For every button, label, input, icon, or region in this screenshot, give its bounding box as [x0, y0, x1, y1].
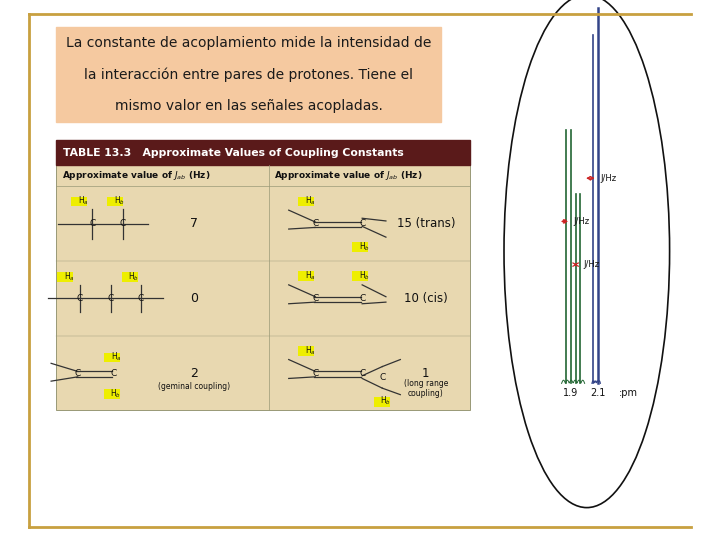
FancyBboxPatch shape — [298, 197, 314, 206]
Text: C: C — [312, 368, 318, 377]
FancyBboxPatch shape — [298, 346, 314, 356]
Ellipse shape — [504, 0, 670, 508]
Text: H$_{b}$: H$_{b}$ — [114, 195, 125, 207]
Text: :pm: :pm — [619, 388, 638, 398]
Text: C: C — [138, 294, 144, 303]
Text: H$_{a}$: H$_{a}$ — [111, 350, 121, 363]
Text: C: C — [120, 219, 126, 228]
Text: 2: 2 — [190, 367, 198, 380]
FancyBboxPatch shape — [56, 27, 441, 122]
FancyBboxPatch shape — [104, 389, 120, 399]
Text: la interacción entre pares de protones. Tiene el: la interacción entre pares de protones. … — [84, 67, 413, 82]
Text: C: C — [359, 368, 365, 377]
Text: C: C — [111, 368, 117, 377]
Text: C: C — [359, 294, 365, 303]
Text: H$_{b}$: H$_{b}$ — [380, 395, 392, 407]
Text: H$_{b}$: H$_{b}$ — [110, 387, 122, 400]
FancyBboxPatch shape — [107, 197, 123, 206]
Text: C: C — [379, 373, 385, 382]
Text: 0: 0 — [190, 292, 198, 305]
Text: H$_{a}$: H$_{a}$ — [305, 344, 315, 356]
Text: Approximate value of $\mathit{J}_{ab}$ (Hz): Approximate value of $\mathit{J}_{ab}$ (… — [62, 169, 210, 182]
FancyBboxPatch shape — [57, 272, 73, 282]
FancyBboxPatch shape — [352, 242, 368, 252]
Text: coupling): coupling) — [408, 389, 444, 398]
Text: Approximate value of $\mathit{J}_{ab}$ (Hz): Approximate value of $\mathit{J}_{ab}$ (… — [274, 169, 423, 182]
Text: H$_{a}$: H$_{a}$ — [305, 269, 315, 282]
FancyBboxPatch shape — [298, 271, 314, 281]
Text: 1.9: 1.9 — [563, 388, 579, 398]
Text: C: C — [89, 219, 95, 228]
Text: J/Hz: J/Hz — [600, 174, 616, 183]
Text: H$_{b}$: H$_{b}$ — [359, 240, 370, 253]
Text: 7: 7 — [190, 217, 198, 230]
Text: C: C — [77, 294, 83, 303]
Text: La constante de acoplamiento mide la intensidad de: La constante de acoplamiento mide la int… — [66, 36, 431, 50]
Text: 15 (trans): 15 (trans) — [397, 217, 455, 230]
Text: H$_{b}$: H$_{b}$ — [128, 271, 140, 283]
Text: (long range: (long range — [404, 379, 448, 388]
FancyBboxPatch shape — [104, 353, 120, 362]
Text: 2.1: 2.1 — [590, 388, 606, 398]
Text: H$_{b}$: H$_{b}$ — [359, 269, 370, 282]
FancyBboxPatch shape — [56, 165, 470, 410]
Text: 1: 1 — [422, 367, 430, 380]
Text: C: C — [75, 368, 81, 377]
Text: 10 (cis): 10 (cis) — [404, 292, 448, 305]
Text: J/Hz: J/Hz — [583, 260, 599, 269]
Text: H$_{a}$: H$_{a}$ — [305, 195, 315, 207]
Text: (geminal coupling): (geminal coupling) — [158, 382, 230, 391]
Text: J/Hz: J/Hz — [574, 217, 590, 226]
Text: H$_{a}$: H$_{a}$ — [64, 271, 74, 283]
FancyBboxPatch shape — [56, 140, 470, 165]
Text: C: C — [312, 219, 318, 228]
FancyBboxPatch shape — [71, 197, 87, 206]
FancyBboxPatch shape — [374, 397, 390, 407]
FancyBboxPatch shape — [352, 271, 368, 281]
FancyBboxPatch shape — [122, 272, 138, 282]
Text: H$_{a}$: H$_{a}$ — [78, 195, 89, 207]
Text: mismo valor en las señales acopladas.: mismo valor en las señales acopladas. — [114, 99, 383, 113]
Text: C: C — [359, 219, 365, 228]
Text: C: C — [108, 294, 114, 303]
Text: TABLE 13.3   Approximate Values of Coupling Constants: TABLE 13.3 Approximate Values of Couplin… — [63, 147, 404, 158]
Text: C: C — [312, 294, 318, 303]
